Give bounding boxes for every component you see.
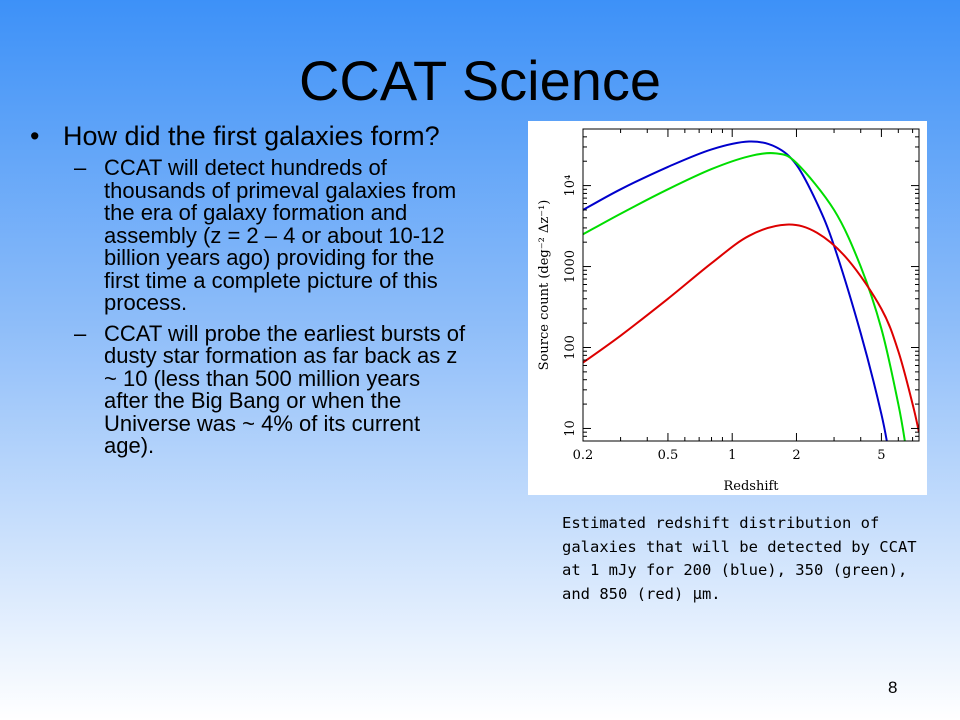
- subbullet-item: – CCAT will detect hundreds of thousands…: [30, 155, 470, 315]
- x-tick-label: 1: [728, 448, 736, 463]
- subbullet-text: CCAT will probe the earliest bursts of d…: [104, 320, 466, 458]
- x-tick-label: 0.2: [573, 448, 594, 463]
- slide-title: CCAT Science: [298, 49, 662, 112]
- series-line-1: [583, 152, 906, 441]
- y-tick-label: 10: [563, 420, 578, 437]
- series-line-2: [583, 223, 919, 433]
- page-number: 8: [888, 678, 898, 697]
- x-axis-label: Redshift: [723, 479, 779, 494]
- subbullet-item: – CCAT will probe the earliest bursts of…: [30, 320, 470, 458]
- dash-marker: –: [74, 155, 87, 180]
- bullet-list: • How did the first galaxies form? – CCA…: [30, 122, 470, 466]
- chart-svg: 0.2 0.5 1 2 5 10 100 1000 10⁴ Redshift Source co…: [537, 128, 920, 494]
- subbullet-list: – CCAT will detect hundreds of thousands…: [30, 155, 470, 458]
- bullet-item: • How did the first galaxies form?: [30, 122, 470, 150]
- subbullet-text: CCAT will detect hundreds of thousands o…: [104, 155, 457, 315]
- figure-caption: Estimated redshift distribution of galax…: [562, 514, 917, 603]
- y-tick-label: 10⁴: [563, 175, 578, 197]
- x-tick-label: 2: [792, 448, 800, 463]
- series-line-0: [583, 140, 888, 441]
- y-tick-label: 1000: [563, 250, 578, 283]
- redshift-chart: 0.2 0.5 1 2 5 10 100 1000 10⁴ Redshift Source co…: [528, 121, 927, 495]
- dash-marker: –: [74, 320, 87, 346]
- y-axis-label: Source count (deg⁻² Δz⁻¹): [537, 200, 552, 371]
- bullet-marker: •: [30, 121, 40, 151]
- y-tick-label: 100: [563, 335, 578, 360]
- x-tick-label: 5: [877, 448, 885, 463]
- x-tick-label: 0.5: [658, 448, 679, 463]
- bullet-text: How did the first galaxies form?: [63, 121, 440, 151]
